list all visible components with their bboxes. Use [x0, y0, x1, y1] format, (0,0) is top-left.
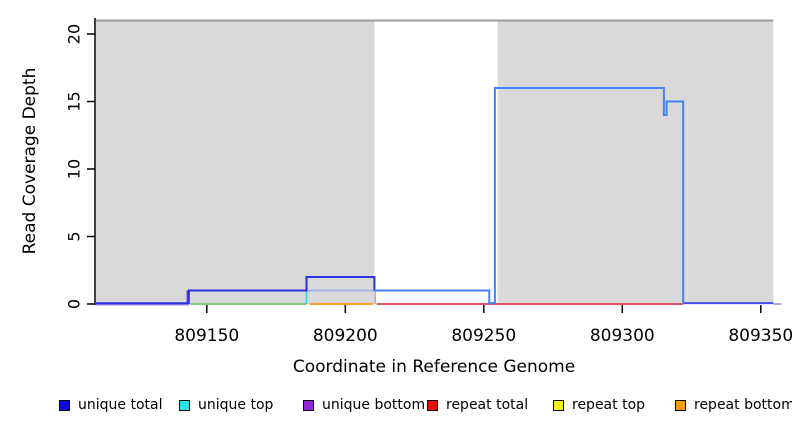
y-tick-label: 15 — [65, 91, 84, 111]
y-tick-label: 10 — [65, 159, 84, 179]
right-gray-region — [497, 21, 774, 304]
y-tick-label: 5 — [65, 231, 84, 241]
x-tick-label: 809150 — [174, 326, 239, 346]
x-tick-label: 809200 — [313, 326, 378, 346]
x-tick-label: 809250 — [451, 326, 516, 346]
series-unique-total — [96, 276, 376, 305]
x-tick-label: 809350 — [728, 326, 792, 346]
left-gray-region — [96, 21, 375, 304]
series-total-coverage — [374, 87, 685, 305]
y-axis-title: Read Coverage Depth — [20, 67, 40, 255]
x-axis-title: Coordinate in Reference Genome — [292, 357, 576, 377]
y-tick-label: 0 — [65, 299, 84, 309]
x-tick-label: 809300 — [590, 326, 655, 346]
y-tick-label: 20 — [65, 24, 84, 44]
